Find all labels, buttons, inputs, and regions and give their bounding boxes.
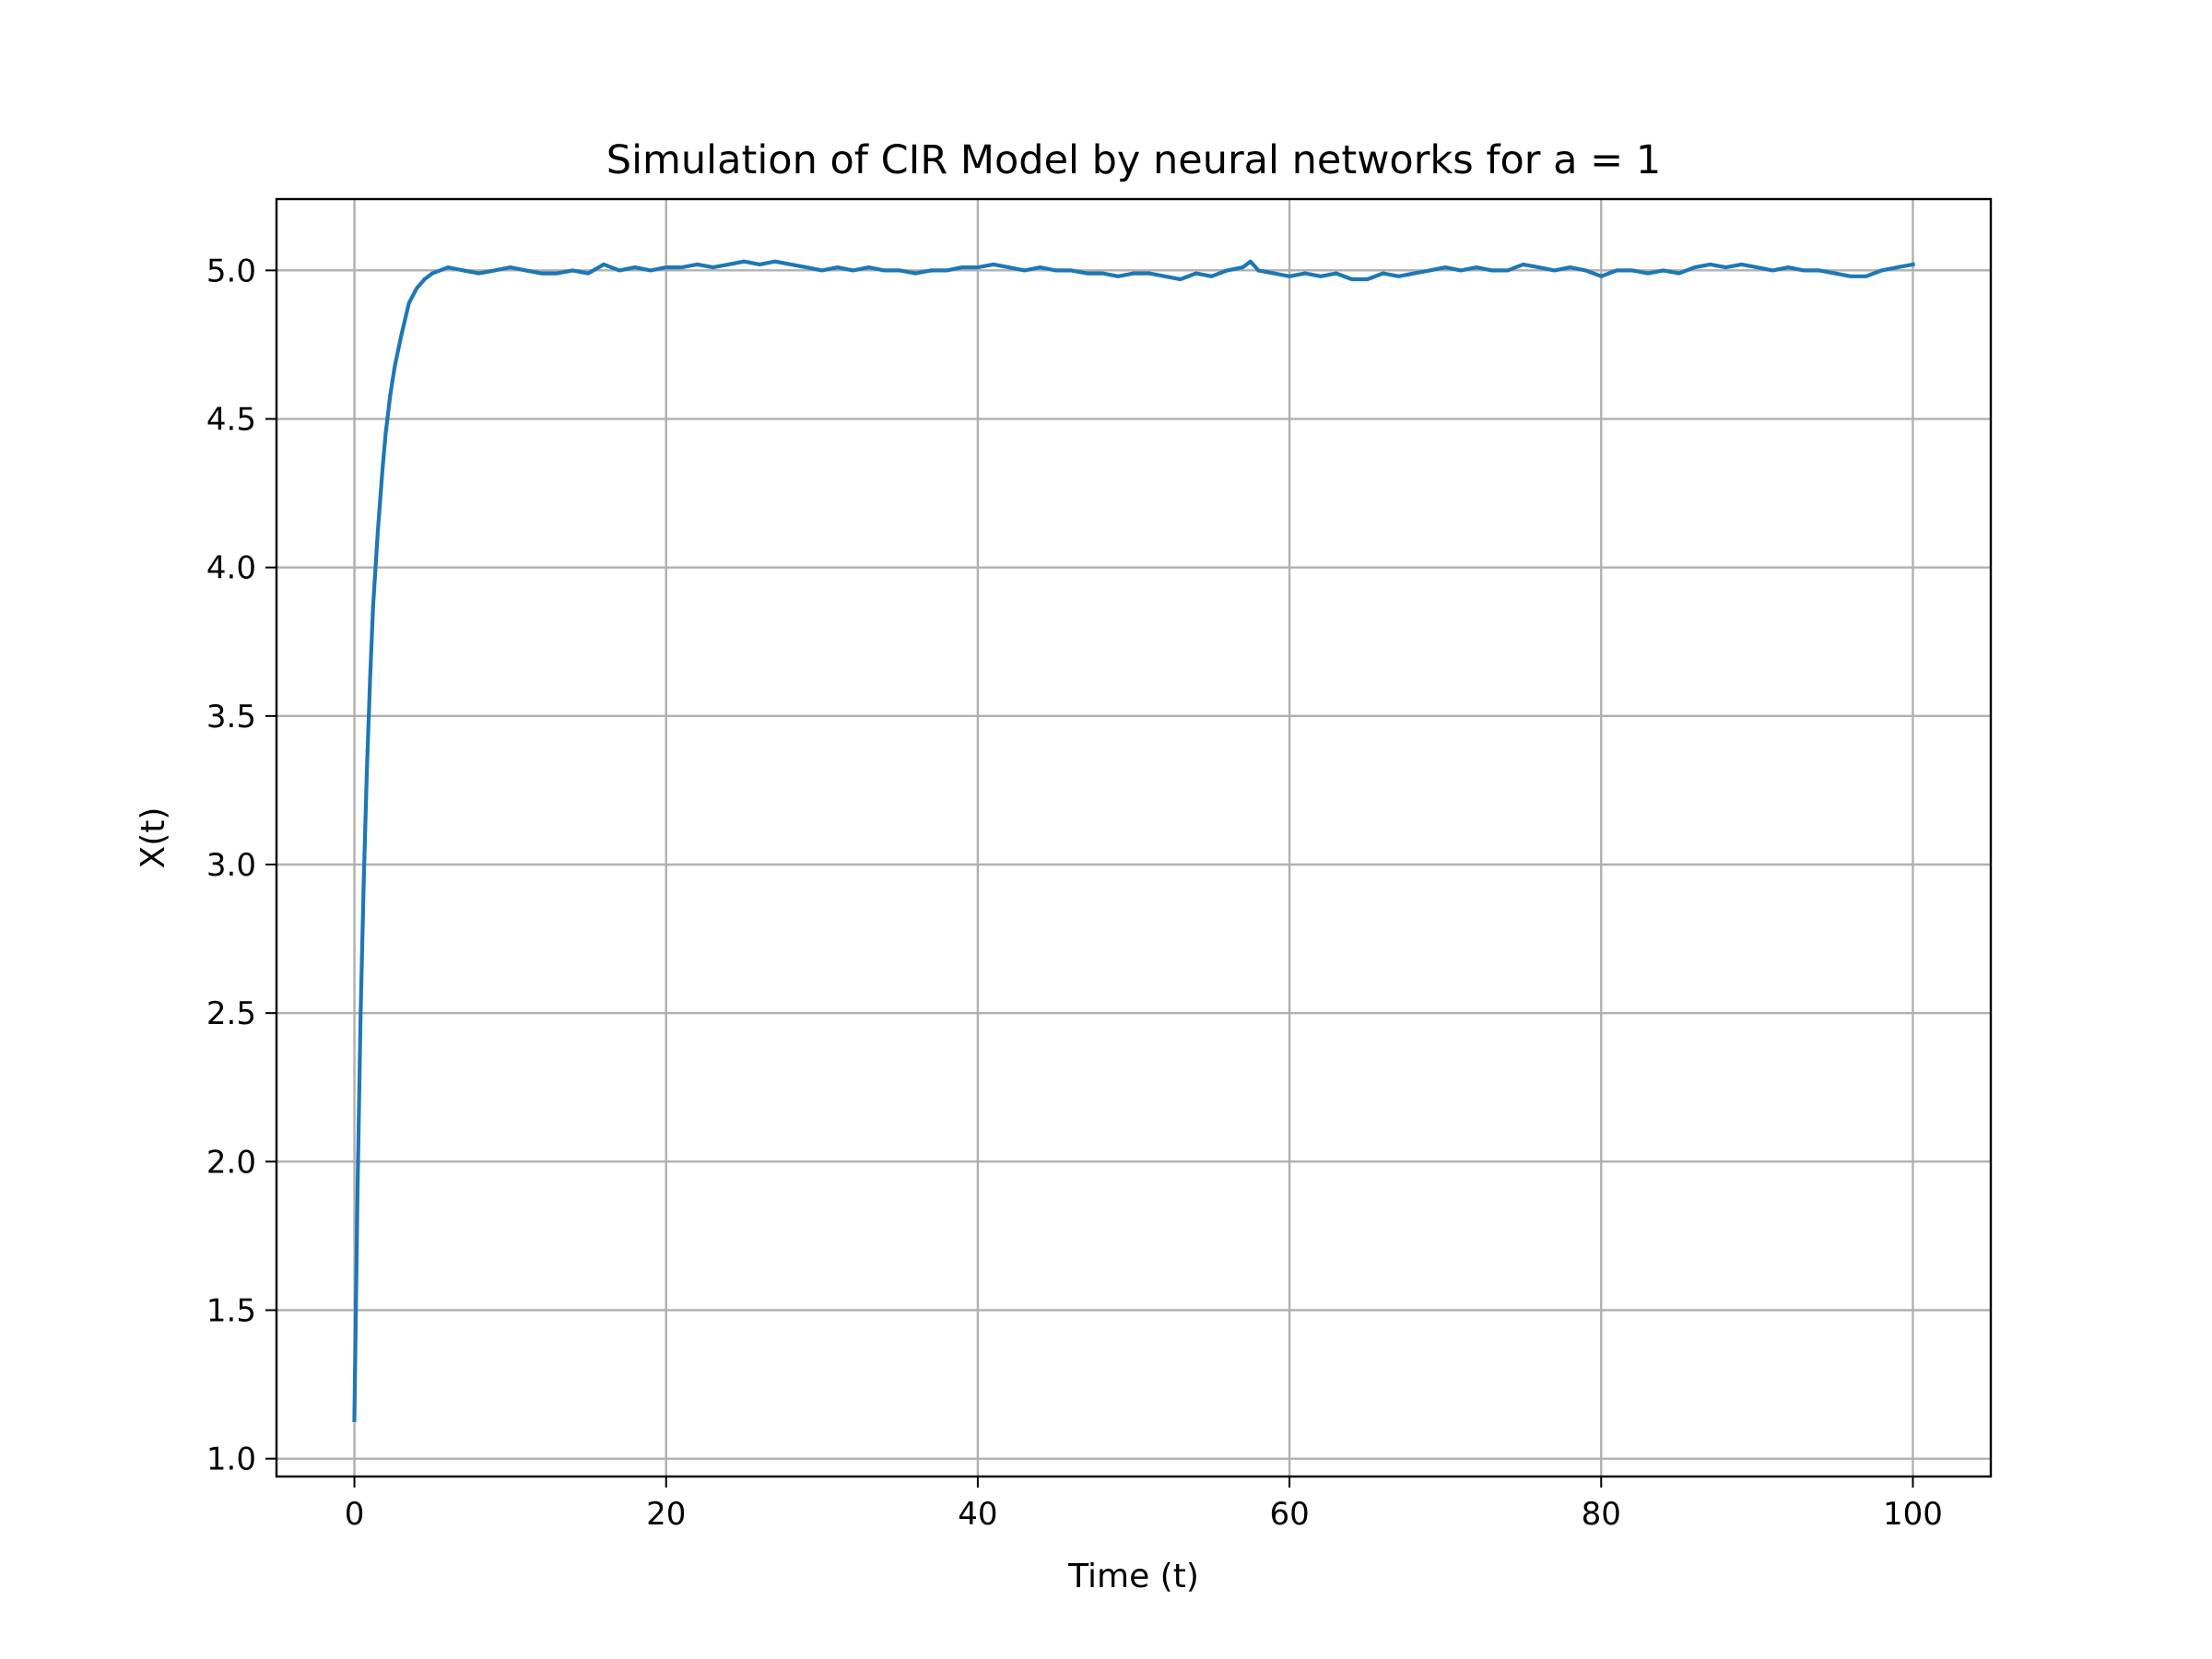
y-tick-label: 1.5: [206, 1292, 256, 1329]
y-axis: 1.0 1.5 2.0 2.5 3.0 3.5 4.0 4.5 5.0: [206, 253, 276, 1478]
x-tick-label: 100: [1883, 1496, 1943, 1533]
x-axis: 0 20 40 60 80 100: [345, 1477, 1943, 1533]
y-axis-label: X(t): [135, 807, 172, 869]
x-axis-label: Time (t): [1067, 1558, 1199, 1595]
y-tick-label: 3.0: [206, 847, 256, 884]
y-tick-label: 3.5: [206, 699, 256, 735]
y-tick-label: 1.0: [206, 1441, 256, 1478]
plot-area: [276, 199, 1991, 1477]
series-layer: [352, 259, 1915, 1422]
y-tick-label: 5.0: [206, 253, 256, 289]
series-line: [352, 259, 1915, 1422]
y-tick-label: 4.5: [206, 402, 256, 439]
x-tick-label: 20: [646, 1496, 686, 1533]
y-tick-label: 4.0: [206, 550, 256, 587]
y-tick-label: 2.5: [206, 995, 256, 1032]
y-tick-label: 2.0: [206, 1144, 256, 1181]
plot-frame: [275, 197, 1993, 1478]
x-tick-label: 80: [1582, 1496, 1621, 1533]
x-tick-label: 0: [345, 1496, 365, 1533]
chart-title: Simulation of CIR Model by neural networ…: [606, 137, 1661, 183]
x-tick-label: 60: [1269, 1496, 1309, 1533]
x-tick-label: 40: [958, 1496, 997, 1533]
grid: [276, 199, 1991, 1477]
